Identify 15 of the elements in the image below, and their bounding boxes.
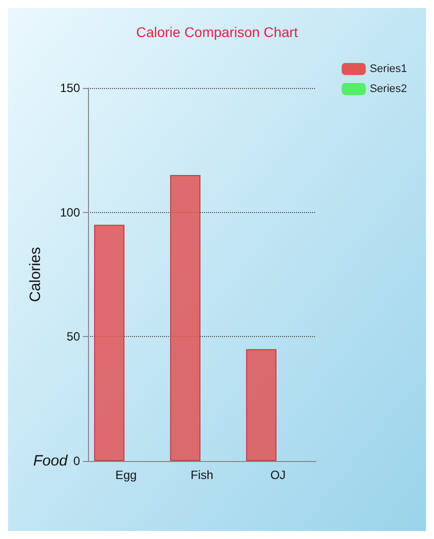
y-tick-label: 0 xyxy=(73,454,80,468)
chart-title: Calorie Comparison Chart xyxy=(136,24,298,40)
x-tick-label: OJ xyxy=(270,468,286,482)
x-tick-label: Fish xyxy=(190,468,214,482)
y-tick-label: 150 xyxy=(60,81,80,95)
bar xyxy=(246,349,276,461)
bar xyxy=(170,175,200,461)
y-tick-label: 50 xyxy=(66,330,80,344)
y-tick-label: 100 xyxy=(60,205,80,220)
y-axis-title: Calories xyxy=(27,246,44,302)
x-axis-title: Food xyxy=(33,452,68,470)
x-tick-label: Egg xyxy=(115,468,137,482)
legend-label: Series2 xyxy=(370,83,407,95)
bar xyxy=(94,224,124,461)
legend-label: Series1 xyxy=(370,63,407,75)
